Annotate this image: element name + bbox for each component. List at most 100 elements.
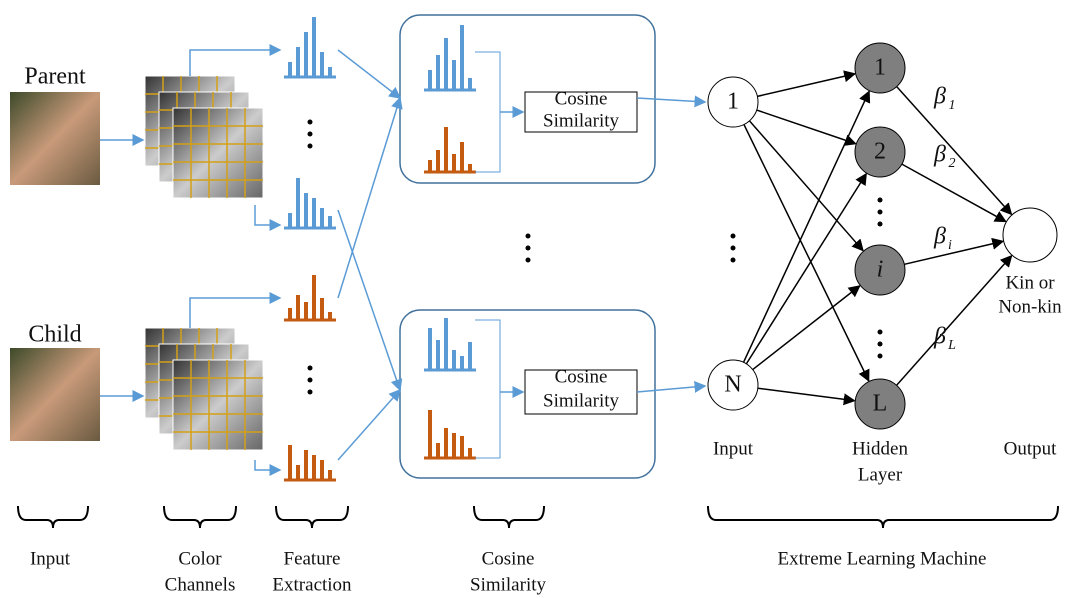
histogram-bar [288, 213, 292, 228]
histogram-bar [296, 465, 300, 480]
arrow [757, 110, 856, 144]
ellipsis-dot [308, 378, 313, 383]
stage-label: Input [30, 548, 71, 569]
hidden-node-label: 2 [874, 139, 886, 165]
histogram-bar [304, 302, 308, 320]
histogram-bar [460, 436, 464, 458]
arrow [255, 460, 280, 470]
weight-sub: 2 [949, 156, 956, 171]
ellipsis-dot [308, 390, 313, 395]
layer-label: Output [1004, 438, 1058, 459]
cosine-text: Cosine [555, 88, 608, 109]
cosine-text: Similarity [543, 110, 620, 131]
histogram-bar [468, 342, 472, 370]
brace [708, 506, 1058, 528]
ellipsis-dot [308, 144, 313, 149]
histogram-bar [304, 450, 308, 480]
brace [276, 506, 348, 528]
histogram-bar [428, 328, 432, 370]
layer-label: Hidden [852, 438, 908, 459]
histogram-bar [320, 298, 324, 320]
layer-label: Input [713, 438, 754, 459]
output-label: Non-kin [998, 296, 1062, 317]
arrow [744, 92, 870, 363]
diagram: Parent Child Cosine Similarity Cosine Si… [0, 0, 1076, 598]
ellipsis-dot [308, 366, 313, 371]
arrow [902, 164, 1006, 221]
histogram-bar [288, 445, 292, 480]
histogram-bar [452, 154, 456, 172]
arrow [255, 205, 280, 225]
child-photo [10, 348, 100, 441]
brace [164, 506, 236, 528]
arrow [190, 298, 280, 328]
histogram-bar [312, 275, 316, 320]
weight-sub: i [948, 238, 952, 253]
histogram-bar [328, 216, 332, 228]
parent-label: Parent [24, 64, 86, 90]
histogram-bar [452, 60, 456, 90]
weight-sub: L [947, 338, 956, 353]
histogram-bar [436, 150, 440, 172]
ellipsis-dot [308, 132, 313, 137]
hidden-node-label: 1 [874, 55, 886, 81]
ellipsis-dot [526, 246, 531, 251]
arrow [190, 50, 280, 76]
cosine-text: Cosine [555, 366, 608, 387]
histogram-bar [428, 160, 432, 172]
histogram-bar [304, 32, 308, 77]
arrow [758, 388, 854, 400]
weight-symbol: β [933, 84, 946, 110]
histogram-bar [460, 142, 464, 172]
ellipsis-dot [731, 258, 736, 263]
arrow [904, 241, 1002, 264]
histogram-bar [460, 356, 464, 370]
ellipsis-dot [526, 258, 531, 263]
histogram-bar [436, 443, 440, 458]
histogram-bar [288, 308, 292, 320]
weight-symbol: β [933, 324, 946, 350]
channel-image [173, 108, 263, 198]
weight-sub: 1 [949, 98, 956, 113]
histogram-bar [468, 78, 472, 90]
bracket [475, 52, 500, 172]
arrow [338, 50, 400, 98]
weight-symbol: β [933, 224, 946, 250]
ellipsis-dot [878, 198, 883, 203]
histogram-bar [312, 455, 316, 480]
cosine-box: Cosine Similarity Cosine Similarity [543, 88, 620, 411]
stage-label: Similarity [470, 574, 547, 595]
ellipsis-dot [308, 120, 313, 125]
histogram-bar [444, 428, 448, 458]
histogram-bar [444, 38, 448, 90]
child-label: Child [28, 322, 81, 348]
layer-label: Layer [858, 464, 903, 485]
arrow [757, 74, 854, 97]
arrow [338, 98, 400, 298]
output-label: Kin or [1005, 272, 1055, 293]
brace [18, 506, 88, 528]
ellipsis-dot [878, 342, 883, 347]
stage-label: Channels [165, 574, 236, 595]
histogram-bar [428, 70, 432, 90]
histogram-bar [320, 52, 324, 77]
ellipsis-dot [878, 222, 883, 227]
histogram-bar [436, 340, 440, 370]
bracket [475, 320, 500, 458]
histogram-bar [428, 410, 432, 458]
brace [474, 506, 544, 528]
histogram-bar [304, 193, 308, 228]
histogram-bar [452, 350, 456, 370]
histogram-bar [312, 198, 316, 228]
parent-photo [10, 92, 100, 185]
output-node [1003, 208, 1057, 262]
histogram-bar [296, 47, 300, 77]
histogram-bar [296, 295, 300, 320]
arrow [637, 386, 705, 392]
ellipsis-dot [731, 234, 736, 239]
histogram-bar [312, 17, 316, 77]
histogram-bar [460, 25, 464, 90]
input-node-label: 1 [727, 89, 739, 115]
hidden-node-label: L [873, 391, 888, 417]
ellipsis-dot [526, 234, 531, 239]
